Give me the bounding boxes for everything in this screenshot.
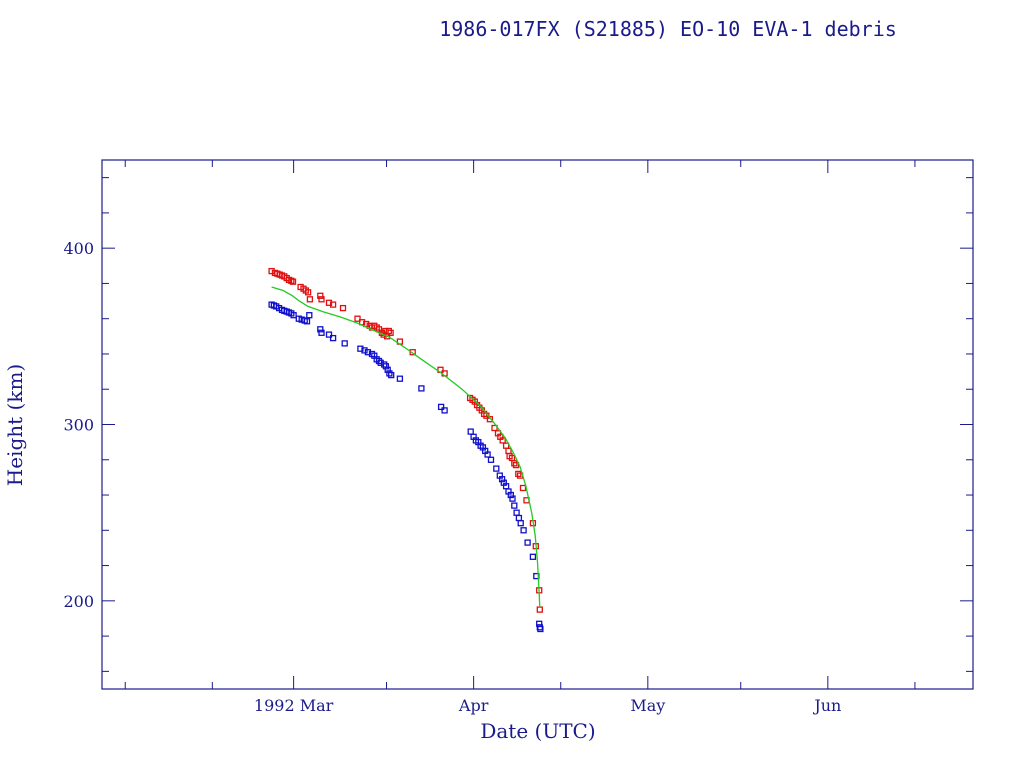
- perigee-point: [467, 428, 474, 435]
- perigee-point: [303, 318, 311, 325]
- perigee-point: [513, 509, 520, 516]
- apogee-point: [511, 460, 518, 467]
- perigee-point: [377, 359, 384, 366]
- apogee-point: [306, 296, 314, 303]
- y-axis-label: Height (km): [3, 364, 27, 486]
- perigee-point: [418, 385, 425, 392]
- y-tick-labels: 200 300 400: [63, 239, 94, 611]
- mean-height-line: [271, 286, 541, 608]
- perigee-point: [484, 451, 491, 458]
- y-tick-label: 400: [63, 239, 94, 258]
- perigee-point: [509, 495, 516, 502]
- apogee-point: [304, 289, 312, 296]
- perigee-point: [381, 361, 388, 368]
- perigee-point: [306, 312, 313, 319]
- apogee-point: [505, 447, 512, 455]
- y-tick-label: 300: [63, 416, 94, 435]
- perigee-point: [515, 514, 523, 522]
- apogee-point: [519, 484, 527, 492]
- axis-ticks: [102, 160, 973, 689]
- perigee-point: [375, 357, 383, 365]
- apogee-point: [387, 329, 394, 336]
- x-tick-labels: 1992 Mar Apr May Jun: [254, 696, 841, 715]
- perigee-point: [317, 326, 324, 333]
- y-tick-label: 200: [63, 592, 94, 611]
- apogee-point: [339, 304, 347, 312]
- apogee-point: [409, 349, 416, 356]
- apogee-point: [512, 461, 520, 469]
- perigee-point: [357, 345, 364, 352]
- apogee-point: [515, 470, 522, 478]
- x-tick-label: 1992 Mar: [254, 696, 334, 715]
- perigee-point: [396, 375, 404, 382]
- perigee-point: [507, 491, 514, 499]
- apogee-point: [329, 301, 337, 308]
- perigee-point: [493, 465, 500, 472]
- apogee-point: [317, 292, 324, 299]
- x-tick-label: Apr: [458, 696, 489, 715]
- chart-title: 1986-017FX (S21885) EO-10 EVA-1 debris: [439, 17, 897, 41]
- perigee-point: [318, 329, 325, 336]
- perigee-point: [520, 527, 527, 534]
- apogee-point: [325, 299, 333, 306]
- perigee-point: [498, 476, 506, 483]
- apogee-point: [486, 416, 494, 423]
- apogee-point: [289, 278, 297, 285]
- apogee-point: [288, 277, 295, 284]
- perigee-point: [388, 371, 395, 379]
- perigee-point: [386, 370, 393, 377]
- x-tick-label: May: [630, 696, 665, 715]
- perigee-point: [487, 456, 495, 463]
- perigee-point: [382, 363, 390, 370]
- apogee-point: [354, 315, 361, 322]
- apogee-point: [385, 327, 392, 335]
- perigee-point: [524, 539, 531, 546]
- perigee-point: [290, 312, 297, 319]
- perigee-point: [511, 502, 518, 509]
- perigee-point: [537, 625, 544, 633]
- perigee-point: [364, 349, 372, 356]
- perigee-point: [437, 403, 445, 411]
- perigee-point: [441, 407, 448, 414]
- perigee-point: [329, 334, 337, 342]
- perigee-point: [384, 366, 391, 373]
- x-axis-label: Date (UTC): [480, 719, 595, 743]
- apogee-point: [499, 437, 506, 444]
- apogee-point: [268, 267, 275, 275]
- apogee-point: [318, 296, 325, 303]
- perigee-point: [517, 520, 524, 527]
- perigee-point: [529, 553, 537, 560]
- perigee-point: [325, 331, 333, 338]
- perigee-point: [341, 340, 348, 347]
- series-layer: [268, 267, 544, 633]
- x-tick-label: Jun: [812, 696, 841, 715]
- apogee-point: [380, 331, 387, 338]
- perigee-point: [361, 347, 368, 354]
